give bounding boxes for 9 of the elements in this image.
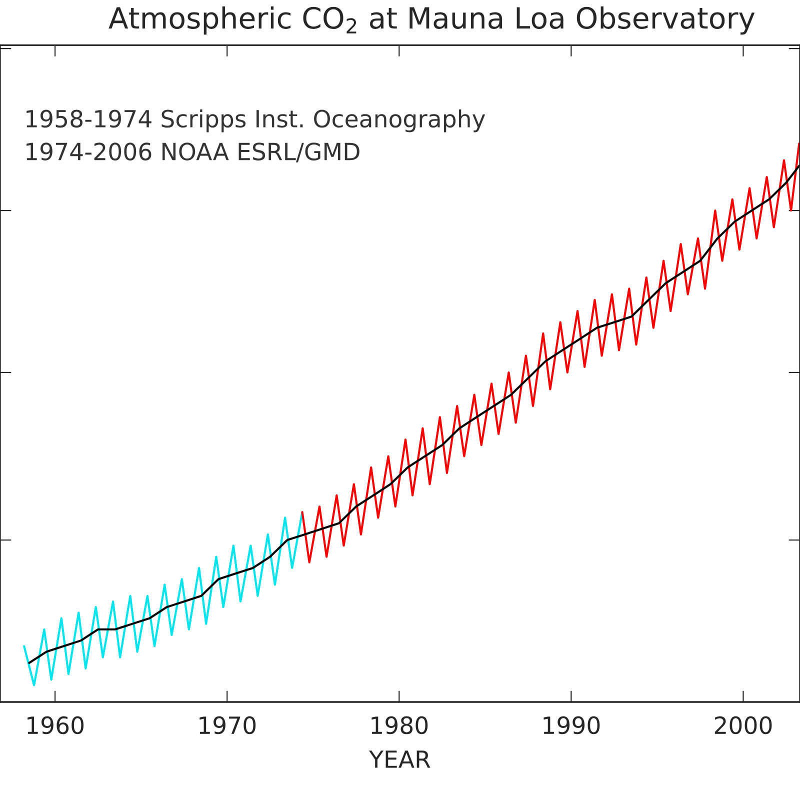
- x-tick-label: 1990: [544, 716, 600, 734]
- x-tick-label: 1960: [28, 716, 84, 734]
- x-axis-title: YEAR: [369, 750, 430, 768]
- x-tick-label: 1970: [200, 716, 256, 734]
- text: 1958-1974 Scripps Inst. Oceanography: [26, 109, 486, 132]
- x-tick-label: 1980: [372, 716, 428, 734]
- chart-title: Atmospheric CO$_{2}$ at Mauna Loa Observatory: [108, 6, 755, 35]
- x-tick-label: 2000: [714, 716, 772, 734]
- annotation: 1974-2006 NOAA ESRL/GMD: [26, 142, 360, 162]
